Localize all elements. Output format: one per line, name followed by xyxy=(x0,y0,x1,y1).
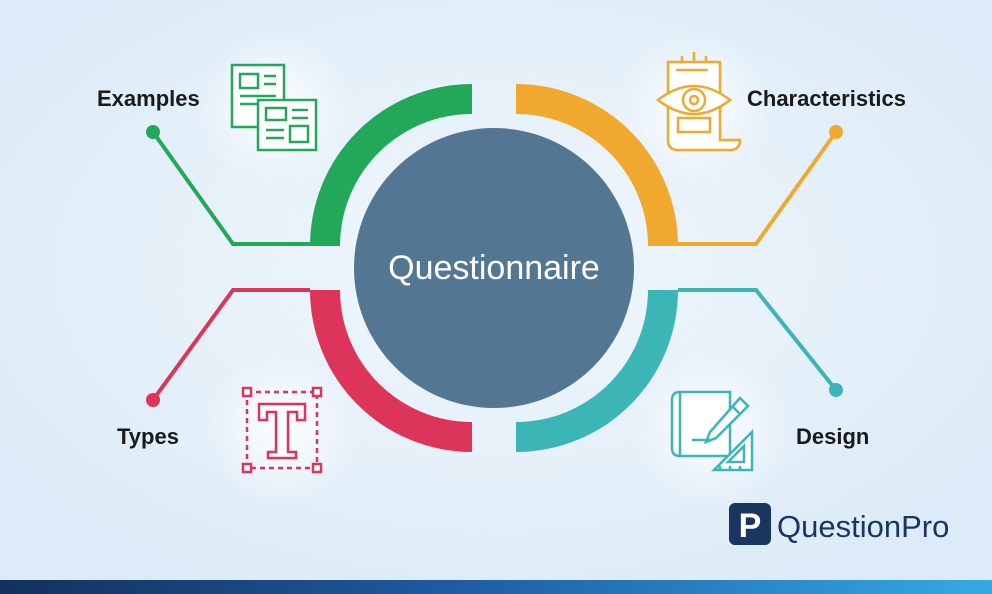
label-design: Design xyxy=(796,424,869,449)
connector-types xyxy=(151,288,310,402)
connector-design xyxy=(678,288,838,392)
eye-document-icon xyxy=(655,52,742,152)
connector-dot-characteristics xyxy=(829,125,843,139)
arc-characteristics xyxy=(516,84,678,246)
questionpro-logo: P QuestionPro xyxy=(729,503,949,545)
connector-dot-examples xyxy=(146,125,160,139)
connector-examples xyxy=(151,130,310,246)
logo-mark-letter: P xyxy=(739,507,762,545)
documents-icon xyxy=(230,63,318,152)
text-type-icon xyxy=(241,386,323,474)
label-types: Types xyxy=(117,424,179,449)
blueprint-pencil-icon xyxy=(670,390,754,472)
arc-design xyxy=(516,290,678,452)
logo-mark xyxy=(729,503,771,545)
arc-examples xyxy=(310,84,472,246)
label-examples: Examples xyxy=(97,86,200,111)
logo-text: QuestionPro xyxy=(777,509,949,544)
center-title: Questionnaire xyxy=(388,249,600,287)
connector-characteristics xyxy=(678,130,838,246)
center-circle xyxy=(354,128,634,408)
arc-types xyxy=(310,290,472,452)
connector-dot-design xyxy=(829,383,843,397)
label-characteristics: Characteristics xyxy=(747,86,906,111)
bottom-gradient-bar xyxy=(0,580,992,594)
connector-dot-types xyxy=(146,393,160,407)
